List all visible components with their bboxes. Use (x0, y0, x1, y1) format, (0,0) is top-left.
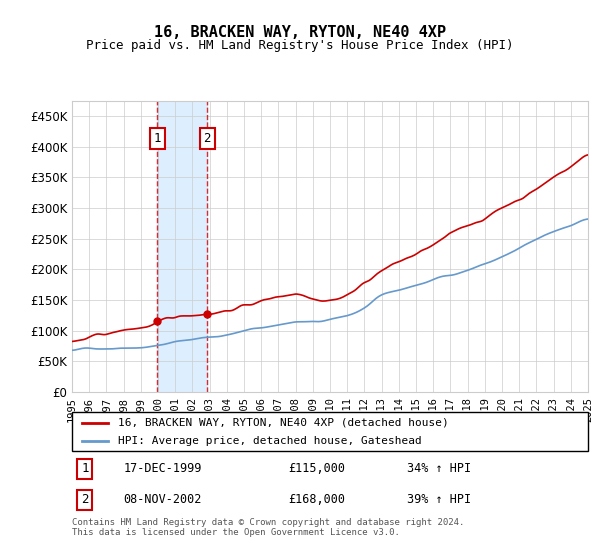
FancyBboxPatch shape (72, 412, 588, 451)
Text: 34% ↑ HPI: 34% ↑ HPI (407, 463, 472, 475)
Text: 1: 1 (81, 463, 89, 475)
Text: 2: 2 (81, 493, 89, 506)
Text: £168,000: £168,000 (289, 493, 346, 506)
Text: HPI: Average price, detached house, Gateshead: HPI: Average price, detached house, Gate… (118, 436, 422, 446)
Text: 17-DEC-1999: 17-DEC-1999 (124, 463, 202, 475)
Text: 39% ↑ HPI: 39% ↑ HPI (407, 493, 472, 506)
Text: £115,000: £115,000 (289, 463, 346, 475)
Text: 1: 1 (154, 132, 161, 145)
Text: 16, BRACKEN WAY, RYTON, NE40 4XP (detached house): 16, BRACKEN WAY, RYTON, NE40 4XP (detach… (118, 418, 449, 428)
Bar (157, 101, 207, 392)
Text: Price paid vs. HM Land Registry's House Price Index (HPI): Price paid vs. HM Land Registry's House … (86, 39, 514, 52)
Text: Contains HM Land Registry data © Crown copyright and database right 2024.
This d: Contains HM Land Registry data © Crown c… (72, 518, 464, 538)
Text: 2: 2 (203, 132, 211, 145)
Text: 08-NOV-2002: 08-NOV-2002 (124, 493, 202, 506)
Text: 16, BRACKEN WAY, RYTON, NE40 4XP: 16, BRACKEN WAY, RYTON, NE40 4XP (154, 25, 446, 40)
